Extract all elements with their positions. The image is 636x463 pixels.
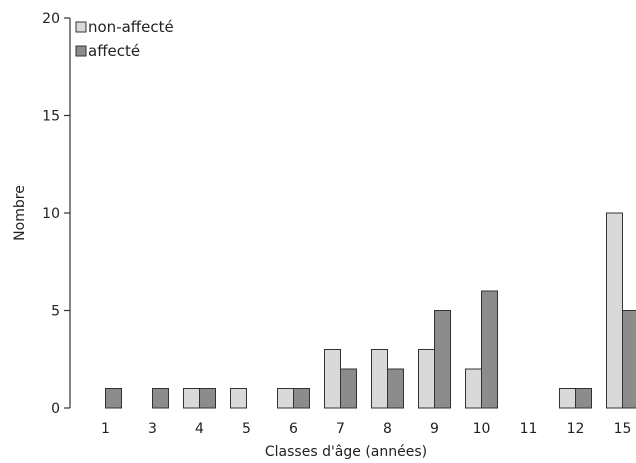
bar-affecte-9 xyxy=(434,310,451,409)
bar-non-affecte-6 xyxy=(277,388,294,409)
bar-affecte-8 xyxy=(387,368,404,409)
x-tick-label: 6 xyxy=(289,421,298,437)
bar-non-affecte-4 xyxy=(183,388,200,409)
y-axis-title: Nombre xyxy=(12,185,28,241)
legend-label-affecte: affecté xyxy=(88,42,140,60)
bar-affecte-4 xyxy=(199,388,216,409)
axes: 0 5 10 15 20 1 3 4 5 6 7 8 9 10 11 12 15 xyxy=(42,11,631,437)
y-tick-label: 20 xyxy=(42,11,60,27)
bar-affecte-10 xyxy=(481,290,498,409)
legend-label-non-affecte: non-affecté xyxy=(88,18,174,36)
x-tick-label: 9 xyxy=(430,421,439,437)
bar-affecte-12 xyxy=(575,388,592,409)
bar-non-affecte-9 xyxy=(418,349,435,409)
bar-affecte-15 xyxy=(622,310,636,409)
legend-swatch-affecte xyxy=(75,45,87,57)
x-tick-label: 11 xyxy=(520,421,538,437)
bar-affecte-3 xyxy=(152,388,169,409)
y-tick-label: 10 xyxy=(42,206,60,222)
x-tick-label: 8 xyxy=(383,421,392,437)
x-axis-title: Classes d'âge (années) xyxy=(265,444,427,460)
x-tick-label: 12 xyxy=(567,421,585,437)
x-tick-label: 5 xyxy=(242,421,251,437)
x-tick-label: 3 xyxy=(148,421,157,437)
x-tick-label: 1 xyxy=(101,421,110,437)
y-tick-label: 15 xyxy=(42,109,60,125)
x-tick-label: 10 xyxy=(473,421,491,437)
bar-non-affecte-7 xyxy=(324,349,341,409)
bar-affecte-1 xyxy=(105,388,122,409)
bar-non-affecte-15 xyxy=(606,212,623,409)
legend: non-affecté affecté xyxy=(75,18,174,60)
x-tick-label: 15 xyxy=(614,421,632,437)
x-tick-labels: 1 3 4 5 6 7 8 9 10 11 12 15 xyxy=(101,421,631,437)
bars xyxy=(105,212,636,409)
y-ticks: 0 5 10 15 20 xyxy=(42,11,70,417)
x-tick-label: 7 xyxy=(336,421,345,437)
y-tick-label: 5 xyxy=(51,304,60,320)
bar-affecte-7 xyxy=(340,368,357,409)
bar-affecte-6 xyxy=(293,388,310,409)
bar-non-affecte-12 xyxy=(559,388,576,409)
x-tick-label: 4 xyxy=(195,421,204,437)
bar-non-affecte-8 xyxy=(371,349,388,409)
legend-swatch-non-affecte xyxy=(75,21,87,33)
bar-non-affecte-5 xyxy=(230,388,247,409)
bar-non-affecte-10 xyxy=(465,368,482,409)
y-tick-label: 0 xyxy=(51,401,60,417)
